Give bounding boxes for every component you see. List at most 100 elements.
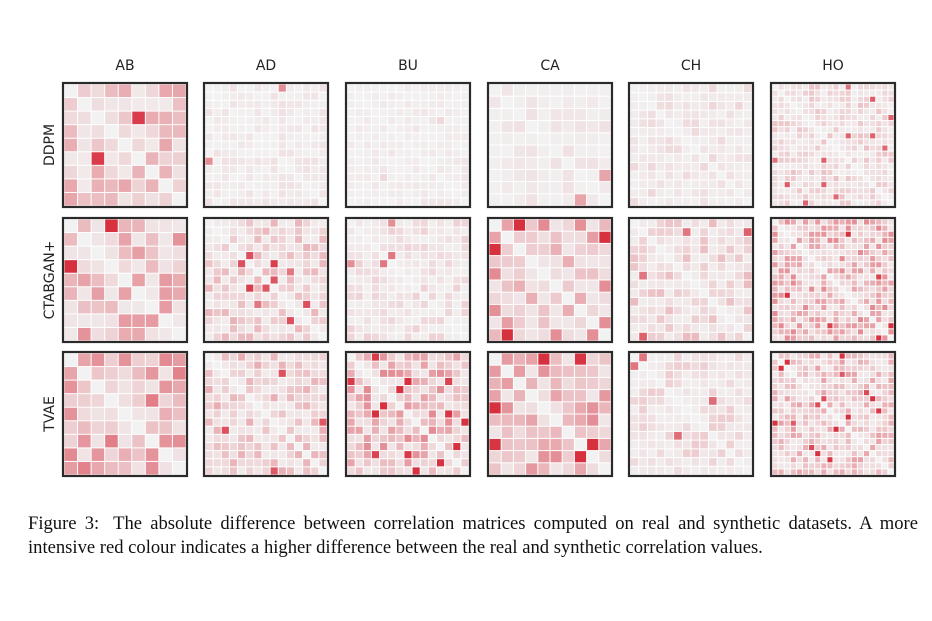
heatmap-cell [445,467,453,475]
heatmap-cell [388,141,396,149]
heatmap-cell [347,125,355,133]
heatmap-cell [355,451,363,459]
heatmap-cell [428,219,436,227]
heatmap-cell [363,300,371,308]
column-label-ca: CA [540,58,560,74]
heatmap-cell [845,163,851,169]
heatmap-cell [355,317,363,325]
heatmap-cell [205,108,213,117]
heatmap-cell [91,273,105,287]
heatmap-cell [870,256,876,262]
heatmap-cell [691,297,700,306]
heatmap-cell [809,311,815,317]
heatmap-cell [772,133,778,139]
heatmap-cell [857,426,863,432]
heatmap-cell [809,243,815,249]
heatmap-cell [489,145,501,157]
heatmap-cell [674,466,682,475]
heatmap-cell [159,407,172,421]
heatmap-cell [213,410,221,418]
heatmap-cell [691,110,700,119]
heatmap-cell [784,384,790,390]
heatmap-cell [639,280,647,289]
heatmap-cell [445,141,453,149]
heatmap-cell [205,394,213,402]
heatmap-cell [172,84,186,98]
heatmap-cell [221,426,229,434]
heatmap-cell [864,176,870,182]
heatmap-cell [876,457,882,463]
heatmap-cell [574,157,587,169]
heatmap-cell [784,426,790,432]
heatmap-cell [708,162,717,171]
heatmap-cell [412,268,420,276]
heatmap-cell [778,329,784,335]
heatmap-cell [388,410,396,418]
heatmap-cell [888,402,894,408]
heatmap-cell [436,369,445,377]
heatmap-cell [647,136,656,145]
heatmap-cell [674,93,682,101]
heatmap-cell [772,163,778,169]
heatmap-cell [270,459,278,467]
heatmap-cell [691,431,700,440]
heatmap-cell [489,377,501,390]
heatmap-cell [294,451,303,459]
heatmap-cell [489,268,501,280]
heatmap-cell [64,165,78,179]
heatmap-cell [708,84,717,93]
heatmap-cell [827,432,833,438]
heatmap-cell [347,459,355,467]
heatmap-cell [851,176,857,182]
heatmap-cell [538,145,550,157]
heatmap-cell [262,300,270,308]
heatmap-cell [246,317,254,325]
heatmap-cell [420,84,428,92]
heatmap-cell [772,225,778,231]
heatmap-cell [294,402,303,410]
heatmap-cell [574,182,587,194]
heatmap-cell [888,323,894,329]
heatmap-cell [864,365,870,371]
heatmap-cell [827,317,833,323]
heatmap-cell [355,235,363,243]
heatmap-cell [708,180,717,189]
heatmap-cell [700,332,708,341]
heatmap-cell [412,467,420,475]
heatmap-cell [311,317,319,325]
heatmap-cell [857,163,863,169]
heatmap-cell [78,192,91,206]
heatmap-cell [145,300,159,314]
heatmap-cell [784,96,790,102]
heatmap-cell [599,231,611,243]
heatmap-cell [772,420,778,426]
heatmap-cell [238,325,246,333]
heatmap-cell [790,451,796,457]
heatmap-cell [796,353,802,359]
heatmap-cell [665,397,674,405]
heatmap-cell [717,397,726,405]
heatmap-cell [118,367,132,380]
heatmap-cell [538,402,550,414]
heatmap-cell [778,408,784,414]
heatmap-cell [743,306,752,315]
heatmap-cell [784,304,790,310]
heatmap-cell [827,84,833,90]
heatmap-cell [864,84,870,90]
heatmap-cell [772,408,778,414]
heatmap-cell [674,245,682,254]
heatmap-cell [262,467,270,475]
heatmap-cell [876,396,882,402]
heatmap-cell [833,108,839,114]
heatmap-cell [461,386,469,394]
heatmap-cell [809,96,815,102]
heatmap-cell [700,245,708,254]
heatmap-cell [132,421,145,434]
heatmap-cell [172,407,186,421]
heatmap-cell [371,418,380,426]
heatmap-cell [278,451,286,459]
heatmap-cell [355,284,363,292]
heatmap-cell [404,308,412,317]
heatmap-cell [262,92,270,100]
heatmap-cell [286,260,294,268]
